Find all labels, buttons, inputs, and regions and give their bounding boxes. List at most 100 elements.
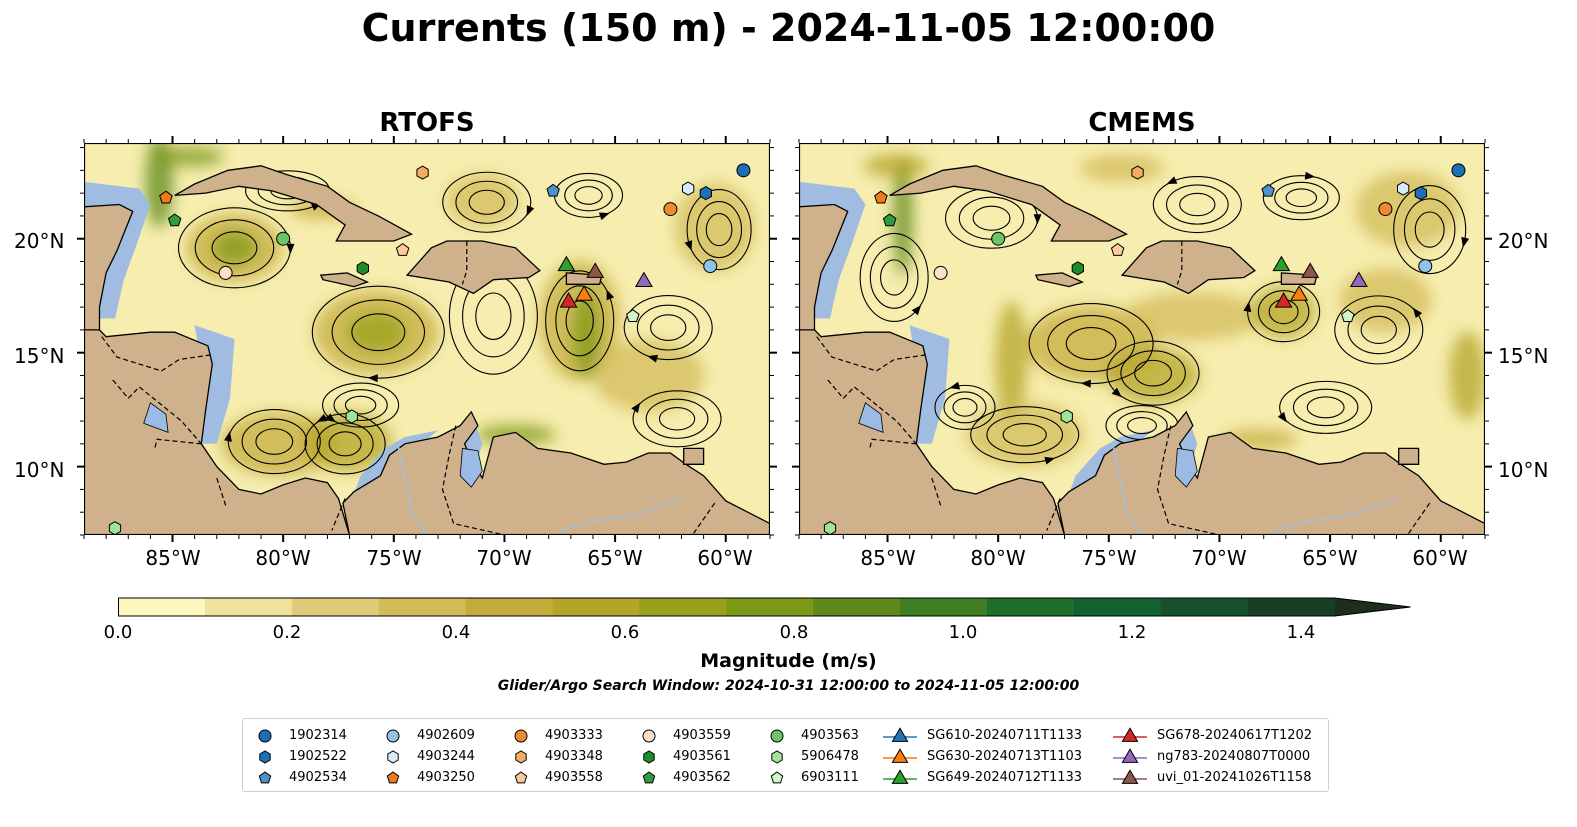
magnitude-highlights <box>99 143 755 516</box>
argo-float-4902609 <box>703 259 718 274</box>
colorbar-tick: 0.8 <box>779 622 809 643</box>
glider-ng783-20240807T0000 <box>1349 271 1368 287</box>
legend-label: 6903111 <box>801 770 859 785</box>
argo-float-4903348 <box>1131 165 1144 180</box>
land-south-america <box>342 410 770 535</box>
country-border <box>816 336 926 372</box>
legend-label: ng783-20240807T0000 <box>1157 749 1311 764</box>
argo-float-6903111 <box>1341 309 1355 322</box>
colorbar-segment <box>118 598 206 616</box>
country-border <box>441 425 508 535</box>
hexagon-marker-icon <box>387 750 399 764</box>
argo-float-1902522 <box>699 186 712 201</box>
argo-float-4903333 <box>663 202 678 217</box>
legend-label: 4903244 <box>417 749 475 764</box>
streamline <box>241 418 308 465</box>
argo-float-4903561 <box>1071 261 1084 276</box>
legend-marker <box>258 771 272 784</box>
lon-label-65w-left: 65°W <box>587 546 643 570</box>
colorbar-segment <box>900 598 988 616</box>
circle-marker-icon <box>386 729 400 743</box>
streamline-arrow <box>684 240 693 251</box>
land-cuba <box>174 165 414 242</box>
streamline <box>255 428 294 455</box>
streamline-arrow <box>1243 301 1252 313</box>
streamline <box>650 314 687 341</box>
argo-float-1902314 <box>1451 163 1466 178</box>
streamline <box>1360 315 1397 345</box>
streamline <box>1028 303 1154 385</box>
streamline-arrow <box>286 243 295 254</box>
colorbar-segment <box>204 598 293 616</box>
map-frame <box>799 143 1485 535</box>
argo-float-6903111 <box>626 309 640 322</box>
streamline <box>475 292 512 340</box>
colorbar-segment <box>813 598 901 616</box>
argo-float-4903559 <box>218 265 233 280</box>
glider-SG630-20240713T1103 <box>1290 285 1309 301</box>
magnitude-blob <box>966 402 1083 467</box>
streamline <box>227 409 321 475</box>
land-mexico-yucatan <box>84 203 134 331</box>
lon-label-75w-right: 75°W <box>1081 546 1137 570</box>
glider-SG678-20240617T1202 <box>1274 291 1293 308</box>
streamline <box>934 384 996 430</box>
legend-marker <box>891 748 909 763</box>
magnitude-blob <box>220 411 337 476</box>
streamline <box>311 285 445 379</box>
glider-SG678-20240617T1202 <box>559 291 578 308</box>
pentagon-marker-icon <box>642 771 656 784</box>
argo-float-4903250 <box>159 190 173 204</box>
streamline <box>1106 340 1200 406</box>
land-mexico-yucatan <box>799 203 849 331</box>
circle-marker-icon <box>258 729 272 743</box>
legend-label: SG678-20240617T1202 <box>1157 728 1313 743</box>
glider-SG649-20240712T1133 <box>557 255 576 272</box>
land-central-america <box>799 329 1066 535</box>
colorbar-tick: 0.2 <box>272 622 302 643</box>
lake <box>459 447 483 488</box>
land-trinidad <box>683 447 705 465</box>
streamline-arrow <box>949 381 961 390</box>
map-cmems <box>799 143 1485 535</box>
streamline-arrow <box>1277 411 1287 423</box>
legend-marker <box>643 750 655 764</box>
argo-float-4903244 <box>1397 181 1410 196</box>
search-window-note: Glider/Argo Search Window: 2024-10-31 12… <box>497 678 1080 694</box>
streamline <box>574 186 603 205</box>
land-cuba <box>889 165 1129 242</box>
argo-float-4903561 <box>356 261 369 276</box>
streamline-arrow <box>1111 387 1122 398</box>
lon-label-70w-right: 70°W <box>1191 546 1247 570</box>
map-frame <box>84 143 770 535</box>
lake <box>143 402 169 434</box>
magnitude-blob <box>592 339 705 412</box>
country-border <box>1176 241 1183 285</box>
streamline <box>1262 175 1340 221</box>
streamline <box>1285 188 1318 208</box>
argo-float-1902314 <box>736 163 751 178</box>
streamline <box>331 299 426 365</box>
streamline-arrow <box>598 212 610 221</box>
streamline-arrow <box>647 354 659 363</box>
streamline <box>545 270 615 372</box>
colorbar-tick: 0.6 <box>610 622 640 643</box>
streamline <box>1403 198 1456 261</box>
colorbar-tick: 1.4 <box>1286 622 1316 643</box>
triangle-marker-icon <box>883 727 917 742</box>
streamline-arrow <box>1166 176 1178 185</box>
country-border <box>461 241 468 285</box>
legend-marker <box>1121 727 1139 742</box>
streamline <box>1414 211 1445 248</box>
argo-float-4903333 <box>1378 202 1393 217</box>
legend-label: uvi_01-20241026T1158 <box>1157 770 1312 785</box>
streamline <box>1120 350 1186 397</box>
country-border <box>216 477 227 506</box>
legend-label: SG610-20240711T1133 <box>927 728 1083 743</box>
legend-marker <box>642 729 656 743</box>
circle-marker-icon <box>770 729 784 743</box>
river <box>397 445 428 535</box>
streamline <box>1179 192 1216 217</box>
argo-float-4903558 <box>395 242 410 256</box>
legend-marker <box>770 771 784 784</box>
